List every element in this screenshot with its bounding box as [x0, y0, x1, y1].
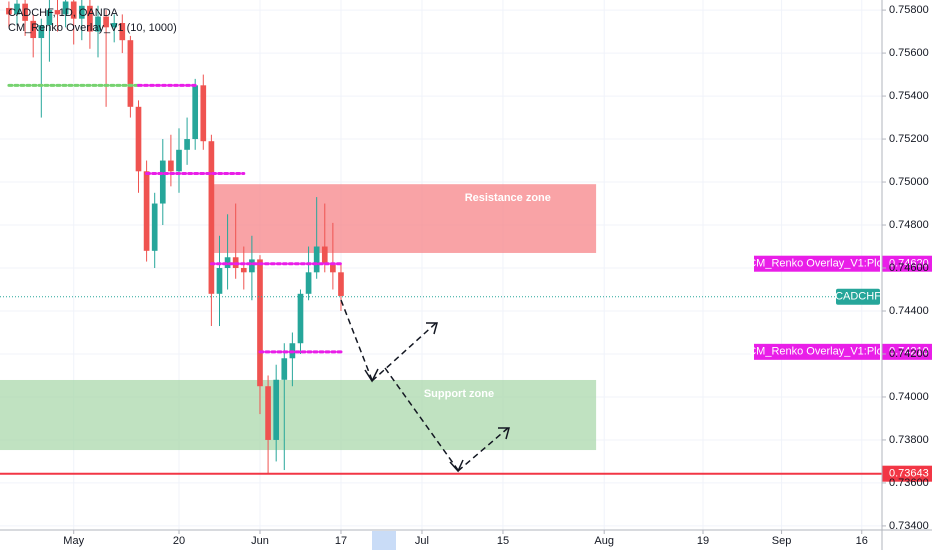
candle-body [273, 379, 280, 440]
y-tick-label: 0.75600 [889, 47, 929, 59]
candle-body [143, 171, 150, 251]
chart-title: CADCHF, 1D, OANDA [8, 7, 119, 19]
candle-body [87, 5, 93, 32]
indicator-label-box [754, 343, 880, 360]
candle-body [6, 7, 12, 15]
candle-body [192, 85, 199, 140]
candle-body [240, 268, 247, 273]
horizontal-line-box [882, 465, 932, 482]
x-tick-label: Jun [251, 535, 269, 547]
candle-body [46, 10, 53, 26]
candle-body [151, 203, 158, 251]
candle-body [135, 106, 142, 172]
price-box [882, 255, 932, 272]
arrow-head [426, 322, 438, 335]
candle-body [330, 263, 336, 273]
zone [0, 379, 597, 451]
candle-body [297, 293, 304, 344]
candle-body [62, 1, 69, 15]
x-tick-label: Jul [415, 535, 429, 547]
indicator-label: CM_Renko Overlay_V1:Plot [748, 346, 886, 358]
y-tick-label: 0.74400 [889, 305, 929, 317]
candle-body [321, 246, 328, 264]
candle-body [216, 268, 223, 294]
y-tick-label: 0.73800 [889, 434, 929, 446]
price-label: 0.74620 [889, 258, 929, 270]
candle-body [208, 141, 215, 294]
y-tick-label: 0.75400 [889, 90, 929, 102]
candle-body [176, 149, 182, 172]
arrow [384, 367, 459, 471]
candles [6, 0, 344, 475]
indicator-label-box [754, 255, 880, 272]
y-tick-label: 0.74000 [889, 391, 929, 403]
candle-body [313, 246, 320, 273]
candle-body [200, 85, 207, 142]
x-tick-label: May [63, 535, 84, 547]
candle-body [305, 272, 312, 294]
candle-body [14, 3, 20, 15]
x-tick-label: 19 [697, 535, 709, 547]
candle-body [70, 1, 77, 19]
candle-body [159, 160, 166, 204]
candle-body [111, 22, 118, 28]
x-tick-label: 20 [173, 535, 185, 547]
candle-body [119, 22, 126, 41]
candle-body [78, 5, 85, 19]
y-tick-label: 0.73400 [889, 520, 929, 532]
candle-body [168, 160, 174, 172]
candle-body [30, 20, 37, 39]
zone-label: Resistance zone [465, 192, 551, 204]
arrow [457, 427, 509, 472]
candle-body [265, 386, 271, 440]
y-tick-label: 0.74200 [889, 348, 929, 360]
indicator-label: CM_Renko Overlay_V1 (10, 1000) [8, 22, 177, 34]
last-price-box [836, 288, 880, 305]
arrow-head [498, 427, 510, 440]
candle-body [54, 10, 61, 15]
y-tick-label: 0.73600 [889, 477, 929, 489]
horizontal-line-label: 0.73643 [889, 468, 929, 480]
candle-body [281, 358, 288, 380]
y-tick-label: 0.74800 [889, 219, 929, 231]
y-tick-label: 0.74600 [889, 262, 929, 274]
zone [212, 184, 597, 253]
price-box [882, 343, 932, 360]
candle-body [257, 259, 263, 387]
candle-body [95, 16, 101, 32]
arrow [340, 299, 373, 381]
candle-body [38, 25, 45, 39]
date-highlight [372, 531, 396, 550]
candle-body [249, 259, 255, 273]
candle-body [338, 272, 344, 296]
indicator-label: CM_Renko Overlay_V1:Plot [748, 258, 886, 270]
x-tick-label: 17 [335, 535, 347, 547]
projection-arrows [340, 299, 510, 473]
x-tick-label: 16 [856, 535, 868, 547]
axes: 0.75800 0.75600 0.75400 0.75200 0.75000 0.748… [63, 4, 928, 547]
candle-body [22, 3, 28, 21]
candle-body [127, 40, 134, 107]
arrow [371, 322, 437, 382]
x-tick-label: 15 [497, 535, 509, 547]
candle-body [224, 257, 231, 269]
price-label: 0.74210 [889, 346, 929, 358]
y-tick-label: 0.75800 [889, 4, 929, 16]
candle-body [103, 16, 109, 28]
zone-label: Support zone [424, 388, 494, 400]
x-tick-label: Aug [594, 535, 614, 547]
y-tick-label: 0.75000 [889, 176, 929, 188]
last-price-label: CADCHF [835, 291, 881, 303]
x-tick-label: Sep [772, 535, 792, 547]
y-tick-label: 0.75200 [889, 133, 929, 145]
candle-body [184, 139, 190, 150]
